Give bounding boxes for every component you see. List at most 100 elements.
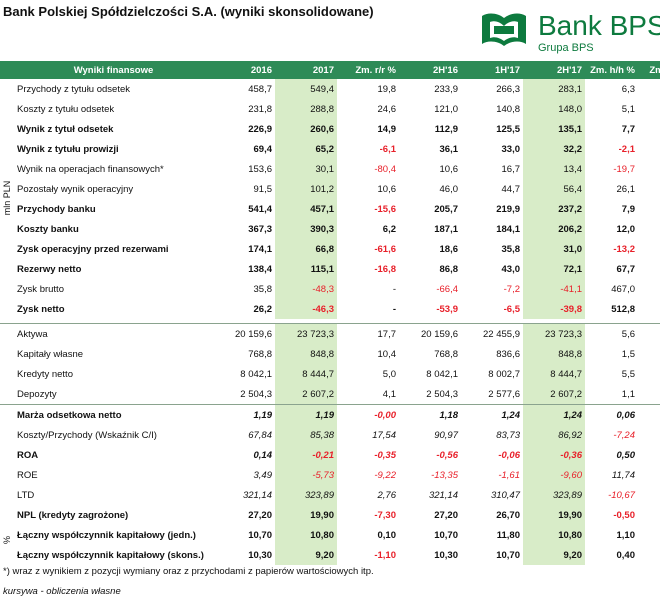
table-cell: 44,7 <box>501 183 521 195</box>
table-cell: 19,7 <box>638 119 660 139</box>
table-row: Koszty z tytułu odsetek 231,8 288,8 24,6 121… <box>0 99 660 119</box>
financial-results-table: Wyniki finansowe 2016 2017 Zm. r/r % 2H'16 1H… <box>0 61 660 565</box>
table-cell: 10,4 <box>377 348 397 360</box>
table-cell: 91,5 <box>253 183 273 195</box>
table-cell: -6,1 <box>379 143 396 155</box>
table-cell: 56,4 <box>523 179 585 199</box>
table-cell: 2 504,3 <box>240 388 272 400</box>
table-cell: 10,30 <box>434 549 458 561</box>
table-cell: 140,8 <box>496 103 520 115</box>
column-header: 2016 <box>213 61 275 79</box>
table-cell: 5,0 <box>638 364 660 384</box>
table-cell: 541,4 <box>248 203 272 215</box>
column-header: 2H'17 <box>523 61 585 79</box>
table-cell: 86,92 <box>523 425 585 445</box>
table-cell: 85,38 <box>275 425 337 445</box>
table-cell: 30,1 <box>275 159 337 179</box>
table-cell: -39,8 <box>523 299 585 319</box>
table-cell: -0,36 <box>523 445 585 465</box>
table-cell: 0,10 <box>377 529 397 541</box>
table-cell: 2 607,2 <box>523 384 585 405</box>
row-label: Kredyty netto <box>17 368 73 380</box>
table-cell: 323,89 <box>275 485 337 505</box>
table-cell: 12,0 <box>616 223 636 235</box>
table-cell: 1,24 <box>523 404 585 425</box>
table-cell: 321,14 <box>428 489 458 501</box>
table-cell: -9,60 <box>523 465 585 485</box>
row-label: Wynik z tytułu prowizji <box>17 143 119 155</box>
table-cell: 310,47 <box>490 489 520 501</box>
table-cell: 7,7 <box>621 123 635 135</box>
table-cell: 67,2 <box>638 239 660 259</box>
table-row: ROE 3,49-5,73 -9,22 -13,35 -1,61-9,60 11,74-2… <box>0 465 660 485</box>
table-row: Kredyty netto 8 042,1 8 444,7 5,0 8 042,1 8 0… <box>0 364 660 384</box>
table-cell: 83,73 <box>496 429 520 441</box>
table-cell: 153,6 <box>248 163 272 175</box>
table-cell: -53,9 <box>436 303 458 315</box>
table-cell: - <box>392 283 396 295</box>
table-row: Wynik z tytułu prowizji 69,4 65,2 -6,1 36,1 3… <box>0 139 660 159</box>
table-cell: -13,35 <box>431 469 458 481</box>
table-cell: 367,3 <box>248 223 272 235</box>
table-cell: 26,1 <box>616 183 636 195</box>
table-cell: 457,1 <box>275 199 337 219</box>
table-cell: 10,80 <box>275 525 337 545</box>
page-title: Bank Polskiej Spółdzielczości S.A. (wyni… <box>3 4 374 19</box>
table-cell: 138,4 <box>248 263 272 275</box>
row-label: Wynik z tytuł odsetek <box>17 123 114 135</box>
table-cell: 1,30 <box>638 525 660 545</box>
table-cell: 266,3 <box>496 83 520 95</box>
table-row: Koszty/Przychody (Wskaźnik C/I) 67,84 85,3… <box>0 425 660 445</box>
table-cell: -26,1 <box>638 299 660 319</box>
table-cell: 26,1 <box>638 159 660 179</box>
table-cell: -9,22 <box>374 469 396 481</box>
row-label: Depozyty <box>17 388 57 400</box>
table-cell: 323,89 <box>523 485 585 505</box>
table-cell: 390,3 <box>275 219 337 239</box>
table-cell: 219,9 <box>496 203 520 215</box>
table-cell: 0,50 <box>616 449 636 461</box>
group-name: Grupa BPS <box>538 42 594 54</box>
table-cell: 32,2 <box>523 139 585 159</box>
table-cell: 8 042,1 <box>426 368 458 380</box>
table-cell: 768,8 <box>434 348 458 360</box>
table-cell: 1,5 <box>621 348 635 360</box>
table-cell: -7,2 <box>503 283 520 295</box>
table-cell: 20 159,6 <box>213 323 275 344</box>
table-row: Łączny współczynnik kapitałowy (jedn.) 10… <box>0 525 660 545</box>
table-cell: 18,6 <box>439 243 459 255</box>
table-cell: 5,1 <box>621 103 635 115</box>
table-cell: 8 444,7 <box>275 364 337 384</box>
table-cell: 10,80 <box>523 525 585 545</box>
table-cell: 467,0 <box>611 283 635 295</box>
table-cell: 69,4 <box>253 143 273 155</box>
table-cell: -5,73 <box>275 465 337 485</box>
table-cell: 2 607,2 <box>275 384 337 405</box>
table-cell: -0,06 <box>498 449 520 461</box>
table-cell: 0,80 <box>638 545 660 565</box>
table-cell: 512,8 <box>611 303 635 315</box>
column-header: 2H'16 <box>399 61 461 79</box>
table-cell: 90,97 <box>434 429 458 441</box>
table-cell: 237,2 <box>523 199 585 219</box>
table-cell: 43,0 <box>501 263 521 275</box>
table-cell: -0,35 <box>374 449 396 461</box>
table-cell: 46,0 <box>439 183 459 195</box>
table-cell: 35,8 <box>501 243 521 255</box>
row-label: Przychody banku <box>17 203 96 215</box>
table-cell: -1,10 <box>374 549 396 561</box>
table-cell: -23,77 <box>638 465 660 485</box>
table-cell: 17,54 <box>372 429 396 441</box>
table-cell: 20 159,6 <box>399 323 461 344</box>
table-cell: 4,1 <box>382 388 396 400</box>
table-cell: 1,18 <box>399 404 461 425</box>
table-row: LTD 321,14 323,89 2,76 321,14 310,47 323,89 -10… <box>0 485 660 505</box>
table-cell: 35,8 <box>253 283 273 295</box>
table-cell: 1,24 <box>461 404 523 425</box>
table-cell: 6,2 <box>382 223 396 235</box>
table-cell: 19,90 <box>275 505 337 525</box>
table-cell: -13,2 <box>613 243 635 255</box>
unit-label: % <box>2 536 12 545</box>
table-cell: 10,70 <box>248 529 272 541</box>
table-cell: 115,1 <box>275 259 337 279</box>
